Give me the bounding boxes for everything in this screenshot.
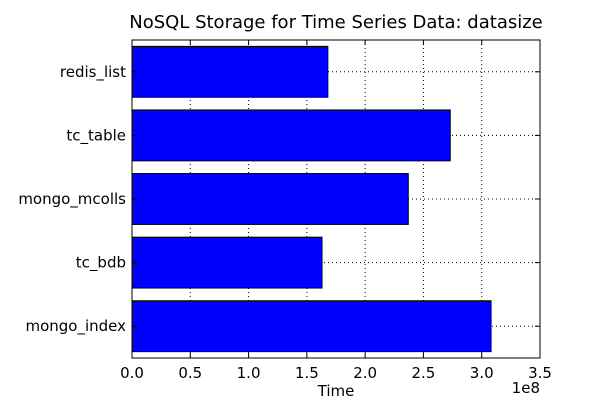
- y-tick-label: tc_bdb: [76, 254, 126, 273]
- x-tick-label: 3.5: [528, 364, 552, 382]
- x-tick-label: 0.0: [120, 364, 144, 382]
- x-tick-label: 2.0: [353, 364, 377, 382]
- x-tick-label: 3.0: [470, 364, 494, 382]
- y-tick-labels: redis_list tc_table mongo_mcolls tc_bdbmong…: [18, 63, 126, 336]
- chart-title: NoSQL Storage for Time Series Data: data…: [129, 12, 543, 33]
- y-tick-label: tc_table: [66, 126, 126, 145]
- bar-mongo_index: [131, 300, 492, 353]
- bar-tc_table: [131, 109, 451, 162]
- bars-group: [131, 45, 492, 353]
- x-tick-label: 2.5: [411, 364, 435, 382]
- bar-mongo_mcolls: [131, 173, 409, 225]
- y-tick-label: mongo_index: [25, 317, 126, 336]
- y-tick-label: mongo_mcolls: [18, 190, 126, 209]
- x-tick-labels: 0.0 0.5 1.0 1.5 2.0 2.5 3.0 3.5: [120, 364, 552, 382]
- x-tick-label: 1.5: [295, 364, 319, 382]
- bar-redis_list: [131, 45, 329, 98]
- bar-tc_bdb: [131, 236, 323, 289]
- axis-ticks: [131, 40, 541, 358]
- x-tick-label: 0.5: [178, 364, 202, 382]
- x-axis-label: Time: [317, 382, 355, 400]
- y-tick-label: redis_list: [60, 63, 126, 82]
- x-tick-label: 1.0: [237, 364, 261, 382]
- x-offset-label: 1e8: [512, 379, 540, 397]
